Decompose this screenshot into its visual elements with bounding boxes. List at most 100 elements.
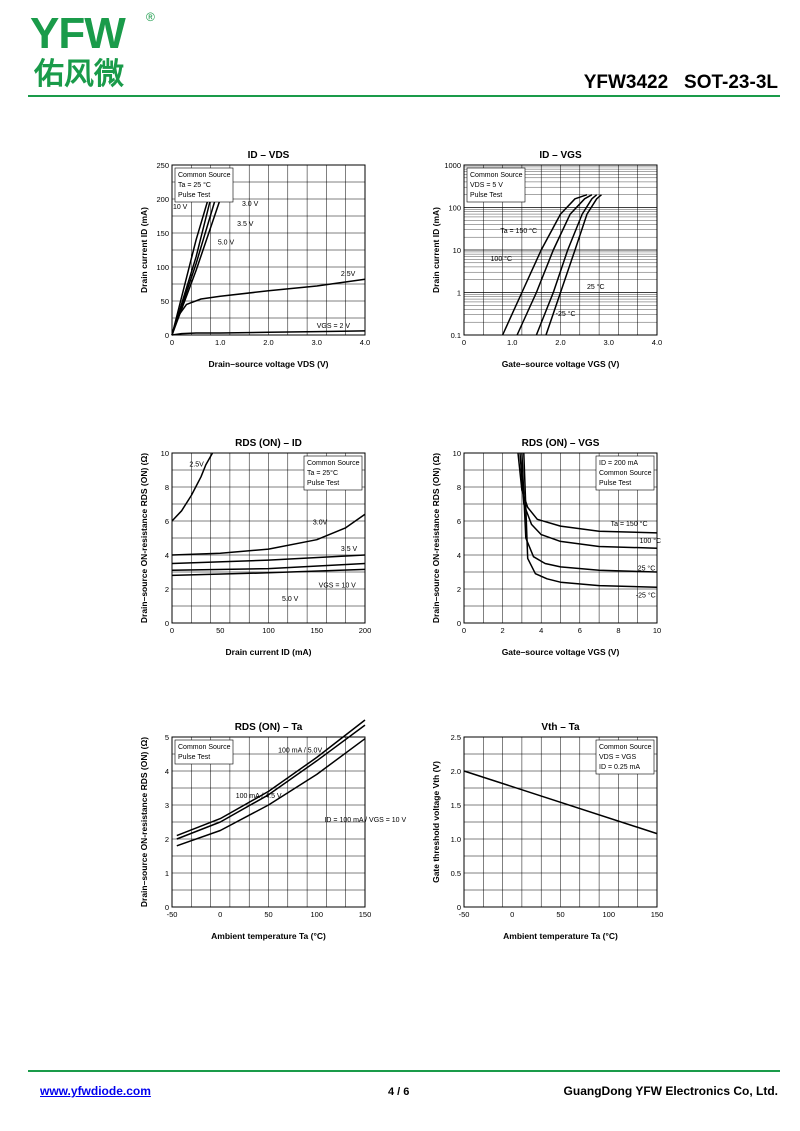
y-tick-label: 4 (165, 551, 169, 560)
legend-text: Pulse Test (599, 480, 631, 487)
series-label: 5.0 V (218, 240, 235, 247)
series-label: 100 °C (491, 255, 512, 263)
y-axis-label: Drain current ID (mA) (431, 207, 441, 293)
y-tick-label: 0 (165, 619, 169, 628)
company-name: GuangDong YFW Electronics Co, Ltd. (563, 1084, 778, 1098)
x-tick-label: 150 (310, 626, 323, 635)
chart-svg: ID – VDS 0 1.0 2.0 3.0 4.0 0 50 100 150 200 250 Drai… (139, 150, 370, 369)
x-tick-label: 50 (216, 626, 224, 635)
registered-mark: ® (146, 10, 155, 24)
grid (172, 737, 365, 907)
series-line (545, 194, 602, 336)
series-label: 100 mA / 4.5 V (236, 793, 282, 800)
x-tick-label: 0 (510, 910, 514, 919)
legend-text: Pulse Test (178, 754, 210, 761)
chart-rdson-ta: RDS (ON) – Ta -50 0 50 100 150 0 1 2 3 4 5 Ambient t… (120, 717, 420, 957)
legend-box (174, 739, 234, 765)
series-line (176, 724, 366, 840)
x-tick-label: 0 (170, 626, 174, 635)
legend-text: Common Source (470, 172, 523, 179)
series-line (171, 198, 209, 336)
series-label: 2.5V (341, 271, 356, 278)
series-label: -25 °C (556, 310, 576, 318)
y-axis-label: Drain current ID (mA) (139, 207, 149, 293)
x-tick-label: -50 (167, 910, 178, 919)
legend-box (174, 167, 234, 203)
legend-text: Pulse Test (178, 192, 210, 199)
series-line (463, 770, 658, 835)
header-rule (28, 95, 780, 97)
legend-text: ID = 0.25 mA (599, 764, 640, 771)
series-label: 3.5 V (237, 221, 254, 228)
x-tick-label: 150 (359, 910, 372, 919)
y-tick-label: 6 (457, 517, 461, 526)
y-tick-label: 100 (448, 204, 461, 213)
y-tick-label: 1.0 (451, 835, 461, 844)
series-line (171, 568, 366, 577)
series-label: 25 °C (587, 283, 605, 291)
series-line (171, 278, 366, 336)
x-tick-label: 2.0 (555, 338, 565, 347)
series-line (171, 562, 366, 572)
plot-frame (171, 164, 366, 336)
legend-box (595, 455, 655, 491)
part-number: YFW3422 (583, 72, 669, 93)
website-link[interactable]: www.yfwdiode.com (40, 1084, 151, 1098)
legend-text: Pulse Test (307, 480, 339, 487)
series-label: -25 °C (636, 592, 656, 600)
company-logo: YFW ® 佑风微 (30, 10, 180, 92)
x-tick-label: 6 (578, 626, 582, 635)
y-tick-label: 10 (453, 246, 461, 255)
series-label: 3.5 V (341, 546, 358, 553)
plot-frame (463, 736, 658, 908)
legend-text: Common Source (178, 172, 231, 179)
legend-text: Ta = 25 °C (178, 181, 211, 189)
y-tick-label: 2.5 (451, 733, 461, 742)
series-label: Ta = 150 °C (500, 227, 537, 235)
x-tick-label: 0 (170, 338, 174, 347)
y-tick-label: 150 (156, 229, 169, 238)
document-title: YFW3422 SOT-23-3L (584, 72, 778, 94)
series-label: 3.0V (313, 519, 328, 526)
series-line (176, 738, 366, 847)
y-tick-label: 5 (165, 733, 169, 742)
chart-svg: Vth – Ta-50 0 50 100 15000.51.01.52.02.5Ambi… (431, 722, 663, 941)
plot-frame (171, 452, 366, 624)
series-label: VGS = 2 V (317, 323, 351, 330)
x-tick-label: 100 (602, 910, 615, 919)
y-axis-label: Drain–source ON-resistance RDS (ON) (Ω) (139, 453, 149, 623)
x-axis-label: Drain–source voltage VDS (V) (209, 359, 329, 369)
plot-frame (463, 164, 658, 336)
x-tick-label: 2 (501, 626, 505, 635)
x-tick-label: 10 (653, 626, 661, 635)
y-tick-label: 0 (165, 331, 169, 340)
series-label: 5.0 V (282, 596, 299, 603)
y-tick-label: 1 (457, 289, 461, 298)
y-tick-label: 0.5 (451, 869, 461, 878)
page-number: 4 / 6 (388, 1086, 410, 1098)
x-tick-label: -50 (459, 910, 470, 919)
x-tick-label: 4.0 (360, 338, 370, 347)
x-tick-label: 1.0 (507, 338, 517, 347)
legend-text: Common Source (599, 470, 652, 477)
series-label: ID = 100 mA / VGS = 10 V (324, 817, 406, 824)
series-line (521, 452, 658, 573)
chart-title: RDS (ON) – Ta (235, 722, 303, 733)
y-tick-label: 2 (165, 585, 169, 594)
series-label: 100 mA / 5.0V (278, 747, 322, 754)
y-tick-label: 2 (165, 835, 169, 844)
x-tick-label: 200 (359, 626, 372, 635)
legend-text: ID = 200 mA (599, 460, 638, 467)
x-axis-label: Gate–source voltage VGS (V) (502, 359, 620, 369)
y-tick-label: 10 (161, 449, 169, 458)
series-label: 10 V (173, 204, 188, 211)
legend-text: Common Source (178, 744, 231, 751)
x-tick-label: 3.0 (604, 338, 614, 347)
y-tick-label: 1.5 (451, 801, 461, 810)
y-tick-label: 200 (156, 195, 169, 204)
y-axis-label: Drain–source ON-resistance RDS (ON) (Ω) (431, 453, 441, 623)
y-tick-label: 0.1 (451, 331, 461, 340)
y-tick-label: 250 (156, 161, 169, 170)
series-line (535, 194, 598, 336)
